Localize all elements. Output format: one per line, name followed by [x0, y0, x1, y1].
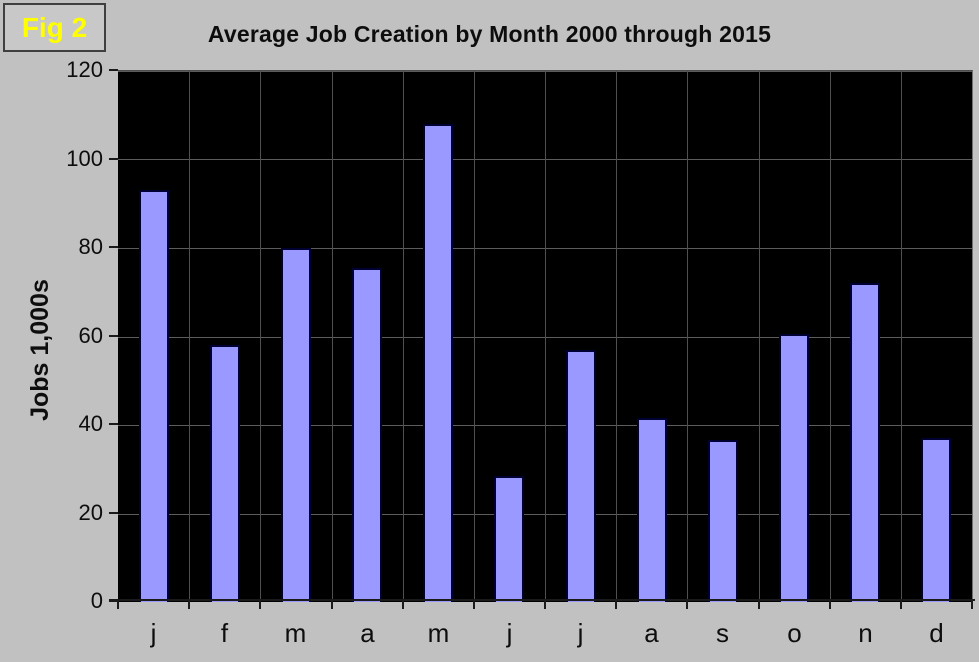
x-tick-label-5: m — [427, 618, 450, 648]
gridline-vertical — [189, 71, 190, 602]
y-tick-label: 0 — [90, 588, 103, 613]
bar-d-12 — [921, 438, 951, 602]
x-tick-mark — [900, 601, 902, 609]
y-tick-label: 40 — [78, 411, 103, 436]
x-tick-label-9: s — [716, 618, 729, 648]
x-tick-mark — [758, 601, 760, 609]
gridline-vertical — [759, 71, 760, 602]
y-axis-title: Jobs 1,000s — [26, 279, 54, 421]
figure-badge-label: Fig 2 — [21, 11, 88, 43]
y-tick-mark — [109, 423, 118, 425]
x-tick-label-3: m — [284, 618, 307, 648]
gridline-vertical — [260, 71, 261, 602]
bar-j-1 — [139, 190, 169, 602]
x-tick-mark — [259, 601, 261, 609]
x-axis-line — [109, 599, 975, 601]
x-tick-mark — [971, 601, 973, 609]
y-tick-mark — [109, 512, 118, 514]
x-tick-label-11: n — [858, 618, 873, 648]
figure-badge: Fig 2 — [3, 3, 106, 52]
x-tick-label-4: a — [360, 618, 375, 648]
gridline-vertical — [332, 71, 333, 602]
x-tick-mark — [829, 601, 831, 609]
x-tick-mark — [686, 601, 688, 609]
x-tick-mark — [402, 601, 404, 609]
x-tick-label-1: j — [150, 618, 157, 648]
y-tick-mark — [109, 335, 118, 337]
plot-area — [118, 70, 973, 602]
x-tick-mark — [331, 601, 333, 609]
x-tick-mark — [544, 601, 546, 609]
y-tick-label: 20 — [78, 500, 103, 525]
y-tick-label: 100 — [66, 146, 103, 171]
bar-m-3 — [281, 248, 311, 602]
gridline-vertical — [901, 71, 902, 602]
bar-o-10 — [779, 334, 809, 602]
y-tick-mark — [109, 69, 118, 71]
x-tick-mark — [615, 601, 617, 609]
y-tick-mark — [109, 246, 118, 248]
bar-f-2 — [210, 345, 240, 602]
x-tick-label-8: a — [644, 618, 659, 648]
y-tick-label: 80 — [78, 234, 103, 259]
chart-title: Average Job Creation by Month 2000 throu… — [207, 21, 772, 47]
bar-n-11 — [850, 283, 880, 602]
gridline-vertical — [687, 71, 688, 602]
x-tick-label-10: o — [787, 618, 802, 648]
x-tick-label-6: j — [506, 618, 513, 648]
y-tick-label: 60 — [78, 323, 103, 348]
x-tick-label-2: f — [220, 618, 229, 648]
x-tick-label-12: d — [929, 618, 944, 648]
x-tick-mark — [117, 601, 119, 609]
gridline-vertical — [403, 71, 404, 602]
bar-j-6 — [494, 476, 524, 602]
x-tick-mark — [473, 601, 475, 609]
gridline-vertical — [616, 71, 617, 602]
bar-a-4 — [352, 268, 382, 602]
bar-a-8 — [637, 418, 667, 602]
y-tick-mark — [109, 600, 118, 602]
y-tick-label: 120 — [66, 57, 103, 82]
x-tick-mark — [188, 601, 190, 609]
bar-m-5 — [423, 124, 453, 602]
bar-s-9 — [708, 440, 738, 602]
x-tick-label-7: j — [577, 618, 584, 648]
bar-j-7 — [566, 350, 596, 602]
gridline-vertical — [830, 71, 831, 602]
gridline-vertical — [474, 71, 475, 602]
y-tick-mark — [109, 158, 118, 160]
gridline-vertical — [545, 71, 546, 602]
